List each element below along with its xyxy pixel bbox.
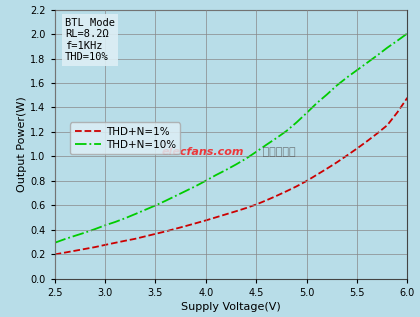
THD+N=10% xyxy=(82,231,87,235)
THD+N=1% xyxy=(193,221,198,225)
Y-axis label: Output Power(W): Output Power(W) xyxy=(17,96,27,192)
THD+N=1% xyxy=(395,111,400,114)
THD+N=10% xyxy=(324,93,329,97)
THD+N=1% xyxy=(365,139,370,143)
THD+N=1% xyxy=(304,179,309,183)
THD+N=1% xyxy=(254,203,259,206)
THD+N=1% xyxy=(264,198,269,202)
THD+N=10% xyxy=(52,241,57,245)
THD+N=10% xyxy=(133,212,138,216)
THD+N=1% xyxy=(334,160,339,164)
THD+N=1% xyxy=(163,230,168,233)
THD+N=1% xyxy=(203,218,208,222)
THD+N=1% xyxy=(385,123,390,127)
THD+N=1% xyxy=(102,243,108,247)
THD+N=10% xyxy=(264,143,269,147)
THD+N=1% xyxy=(183,224,188,228)
THD+N=1% xyxy=(274,194,279,198)
THD+N=10% xyxy=(183,189,188,193)
THD+N=1% xyxy=(314,173,319,177)
THD+N=10% xyxy=(102,223,108,227)
THD+N=10% xyxy=(304,111,309,115)
THD+N=10% xyxy=(143,208,148,212)
THD+N=1% xyxy=(133,237,138,241)
Text: elecfans.com: elecfans.com xyxy=(162,147,244,157)
THD+N=10% xyxy=(234,163,239,166)
Line: THD+N=10%: THD+N=10% xyxy=(55,33,407,243)
THD+N=1% xyxy=(213,216,218,219)
THD+N=1% xyxy=(92,245,97,249)
THD+N=10% xyxy=(223,168,228,172)
THD+N=10% xyxy=(113,220,118,224)
THD+N=10% xyxy=(213,173,218,177)
THD+N=10% xyxy=(395,39,400,43)
THD+N=10% xyxy=(62,237,67,241)
THD+N=10% xyxy=(203,179,208,183)
Text: BTL Mode
RL=8.2Ω
f=1KHz
THD=10%: BTL Mode RL=8.2Ω f=1KHz THD=10% xyxy=(65,17,115,62)
THD+N=1% xyxy=(113,241,118,245)
THD+N=1% xyxy=(405,96,410,100)
THD+N=1% xyxy=(72,249,77,253)
THD+N=10% xyxy=(92,227,97,231)
THD+N=10% xyxy=(385,46,390,50)
THD+N=10% xyxy=(193,184,198,188)
THD+N=10% xyxy=(163,199,168,203)
Line: THD+N=1%: THD+N=1% xyxy=(55,98,407,255)
Text: 电子发烧友: 电子发烧友 xyxy=(259,147,295,157)
THD+N=1% xyxy=(82,247,87,251)
THD+N=10% xyxy=(284,129,289,133)
THD+N=10% xyxy=(334,84,339,87)
THD+N=1% xyxy=(324,167,329,171)
THD+N=10% xyxy=(344,75,349,79)
THD+N=1% xyxy=(143,235,148,238)
THD+N=10% xyxy=(314,101,319,105)
THD+N=1% xyxy=(123,239,128,243)
Legend: THD+N=1%, THD+N=10%: THD+N=1%, THD+N=10% xyxy=(71,122,180,154)
THD+N=1% xyxy=(223,212,228,216)
X-axis label: Supply Voltage(V): Supply Voltage(V) xyxy=(181,302,281,312)
THD+N=1% xyxy=(344,154,349,158)
THD+N=1% xyxy=(284,189,289,193)
THD+N=1% xyxy=(52,253,57,256)
THD+N=1% xyxy=(234,209,239,213)
THD+N=1% xyxy=(244,206,249,210)
THD+N=10% xyxy=(354,68,360,72)
THD+N=10% xyxy=(365,61,370,65)
THD+N=10% xyxy=(123,216,128,220)
THD+N=1% xyxy=(375,132,380,135)
THD+N=1% xyxy=(153,232,158,236)
THD+N=1% xyxy=(354,147,360,151)
THD+N=10% xyxy=(274,136,279,140)
THD+N=10% xyxy=(405,31,410,35)
THD+N=10% xyxy=(173,194,178,198)
THD+N=1% xyxy=(173,227,178,231)
THD+N=10% xyxy=(375,54,380,57)
THD+N=10% xyxy=(153,204,158,207)
THD+N=10% xyxy=(244,157,249,160)
THD+N=1% xyxy=(62,251,67,255)
THD+N=10% xyxy=(72,234,77,238)
THD+N=1% xyxy=(294,184,299,188)
THD+N=10% xyxy=(254,150,259,154)
THD+N=10% xyxy=(294,120,299,124)
